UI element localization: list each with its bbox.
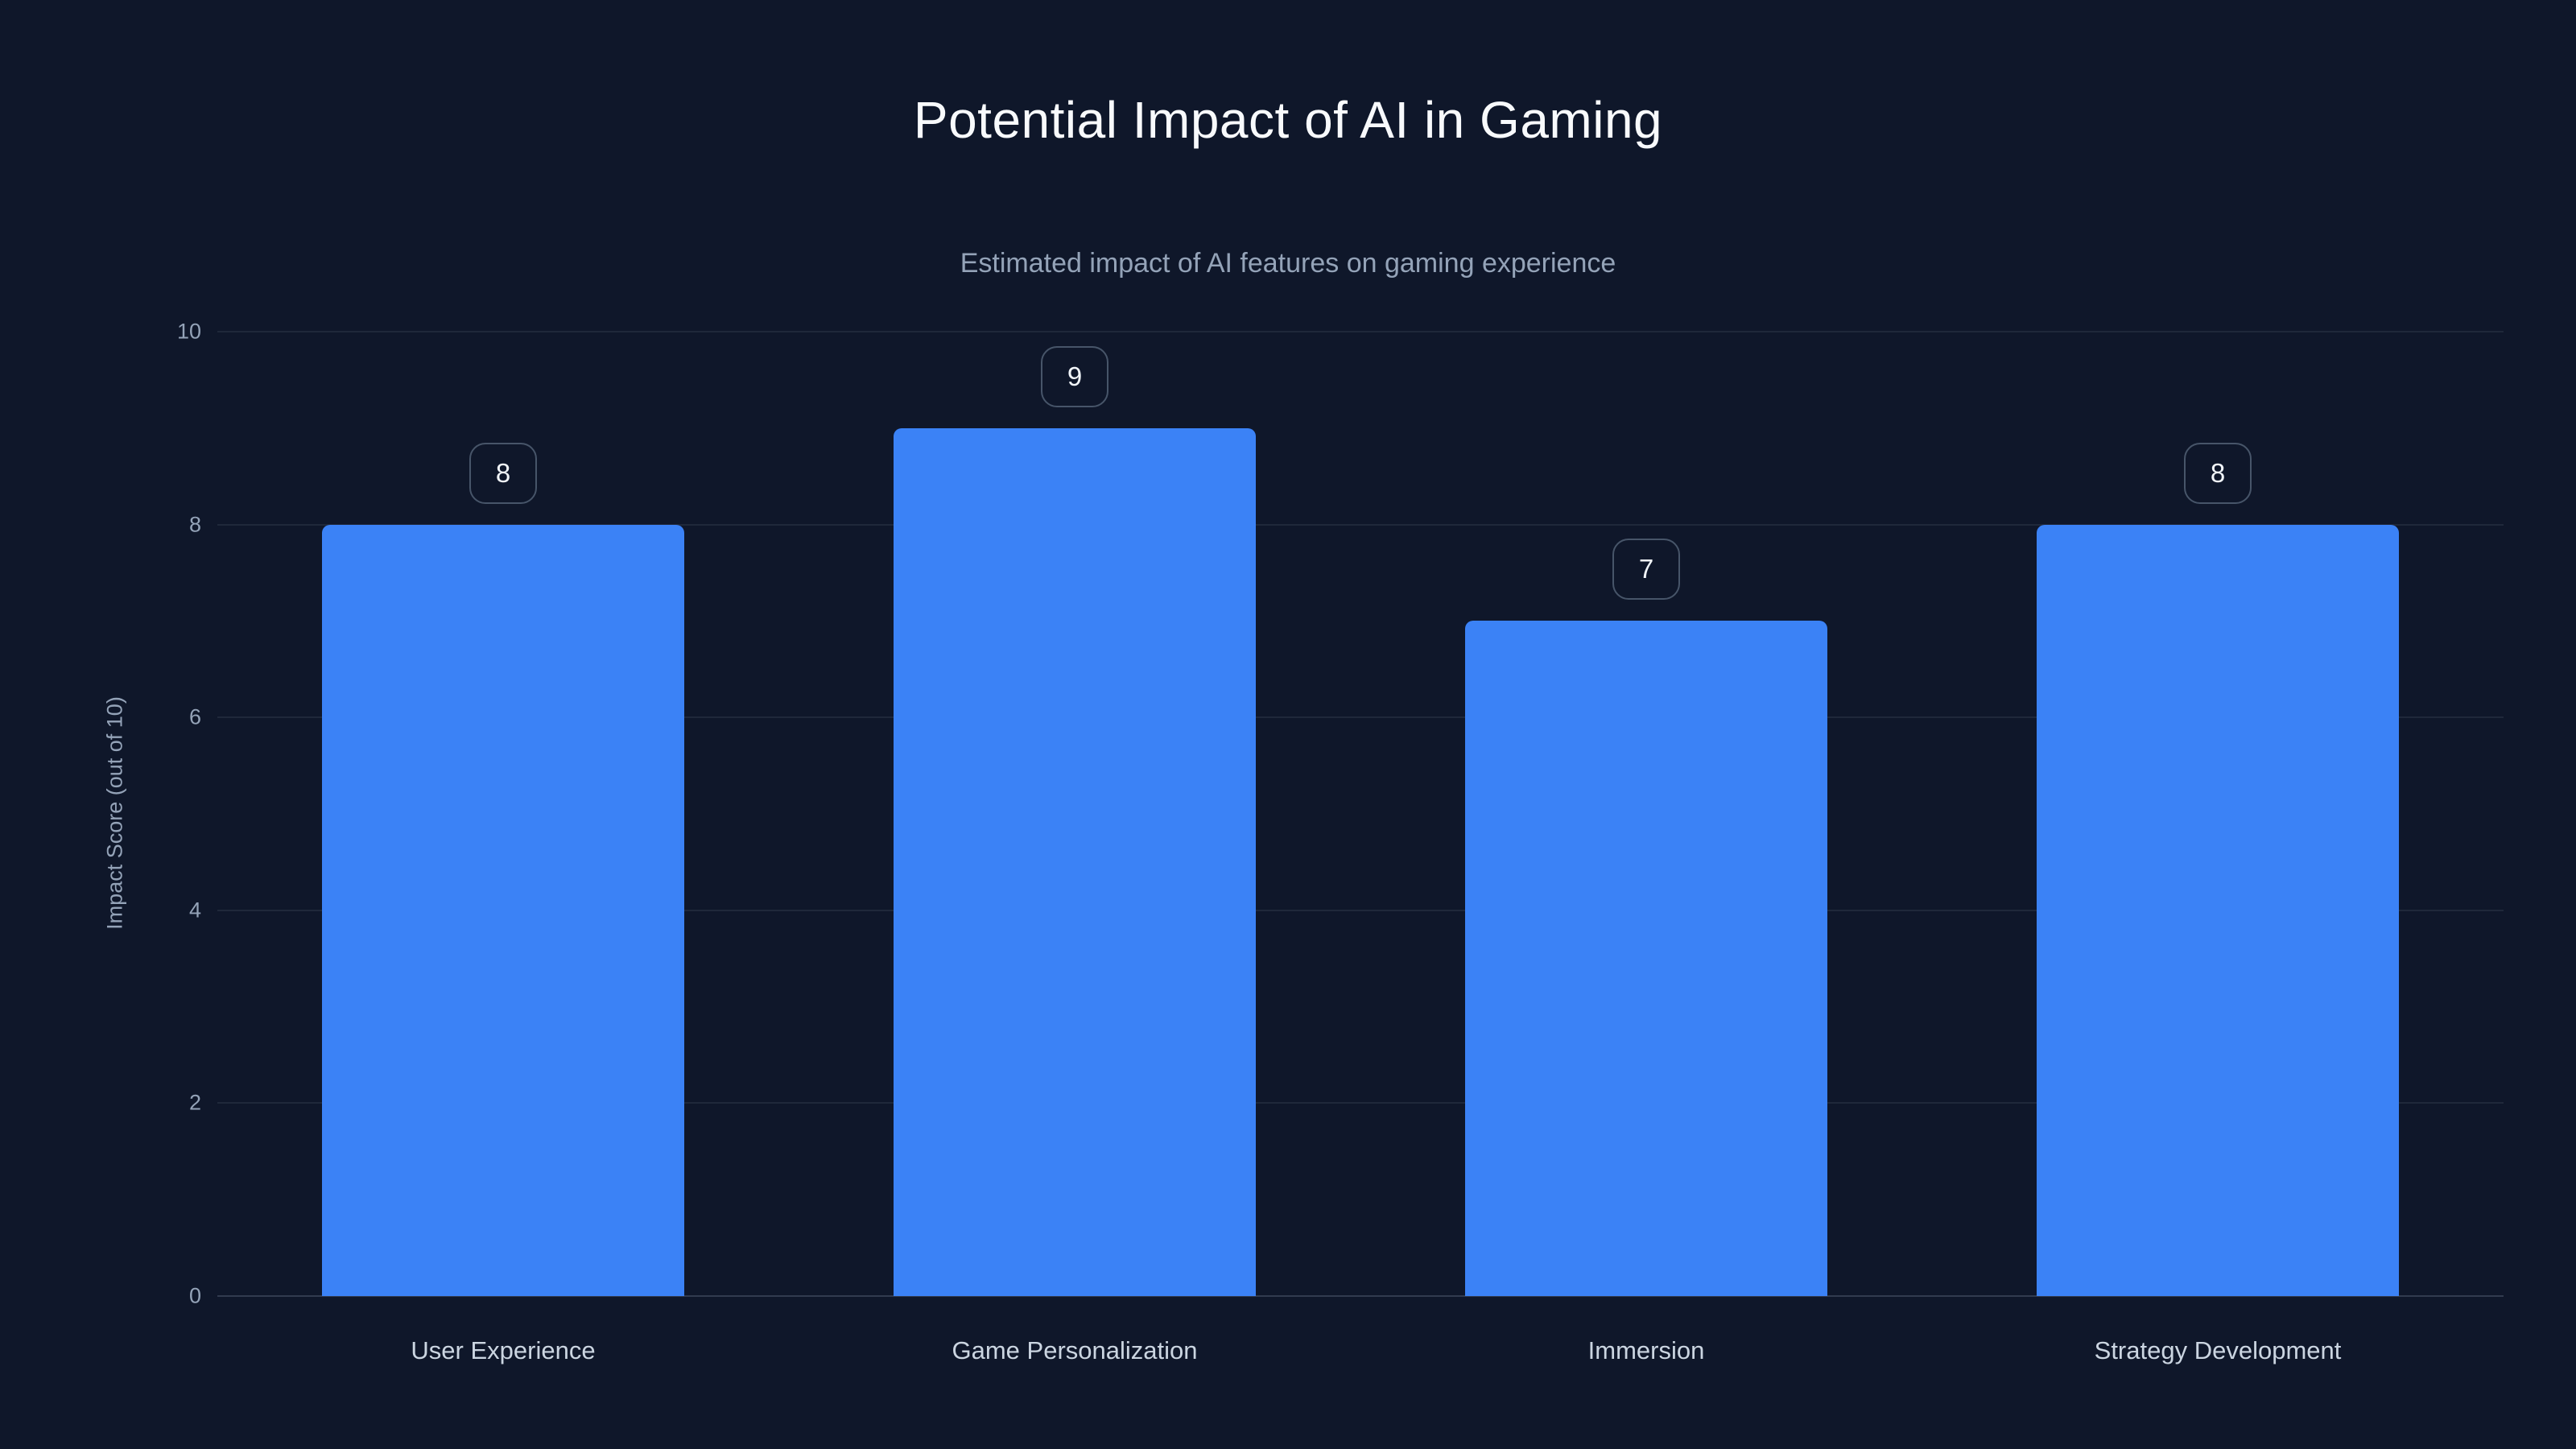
gridline: [217, 523, 2504, 526]
y-tick-label: 10: [176, 319, 201, 344]
bar-chart: 0 2 4 6 8 10 8 User Experience 9 Game Personaliza…: [177, 320, 2504, 1364]
y-tick-label: 8: [188, 512, 201, 537]
y-tick-label: 4: [188, 898, 201, 923]
bar: [2037, 524, 2399, 1296]
bar: [322, 524, 684, 1296]
bar-slot: 8 Strategy Development: [1932, 332, 2504, 1364]
bar-slot: 8 User Experience: [217, 332, 789, 1364]
y-axis-title: Impact Score (out of 10): [102, 696, 127, 930]
bar: [894, 427, 1256, 1296]
gridline: [217, 909, 2504, 911]
category-label: Game Personalization: [952, 1336, 1198, 1364]
gridline: [217, 716, 2504, 719]
gridline: [217, 1295, 2504, 1297]
gridline: [217, 1102, 2504, 1104]
category-label: Immersion: [1587, 1336, 1705, 1364]
gridline: [217, 331, 2504, 332]
y-tick-label: 2: [188, 1090, 201, 1115]
category-label: Strategy Development: [2094, 1336, 2342, 1364]
category-label: User Experience: [411, 1336, 596, 1364]
value-badge: 8: [2184, 442, 2252, 504]
value-badge: 8: [469, 442, 537, 504]
bar-slot: 7 Immersion: [1360, 332, 1932, 1364]
bar-slot: 9 Game Personalization: [789, 332, 1360, 1364]
y-tick-label: 6: [188, 704, 201, 729]
value-badge: 9: [1041, 345, 1108, 407]
value-badge: 7: [1612, 539, 1680, 601]
chart-title: Potential Impact of AI in Gaming: [913, 91, 1663, 149]
chart-subtitle: Estimated impact of AI features on gamin…: [960, 248, 1616, 279]
y-tick-label: 0: [188, 1283, 201, 1308]
bar: [1465, 621, 1827, 1296]
